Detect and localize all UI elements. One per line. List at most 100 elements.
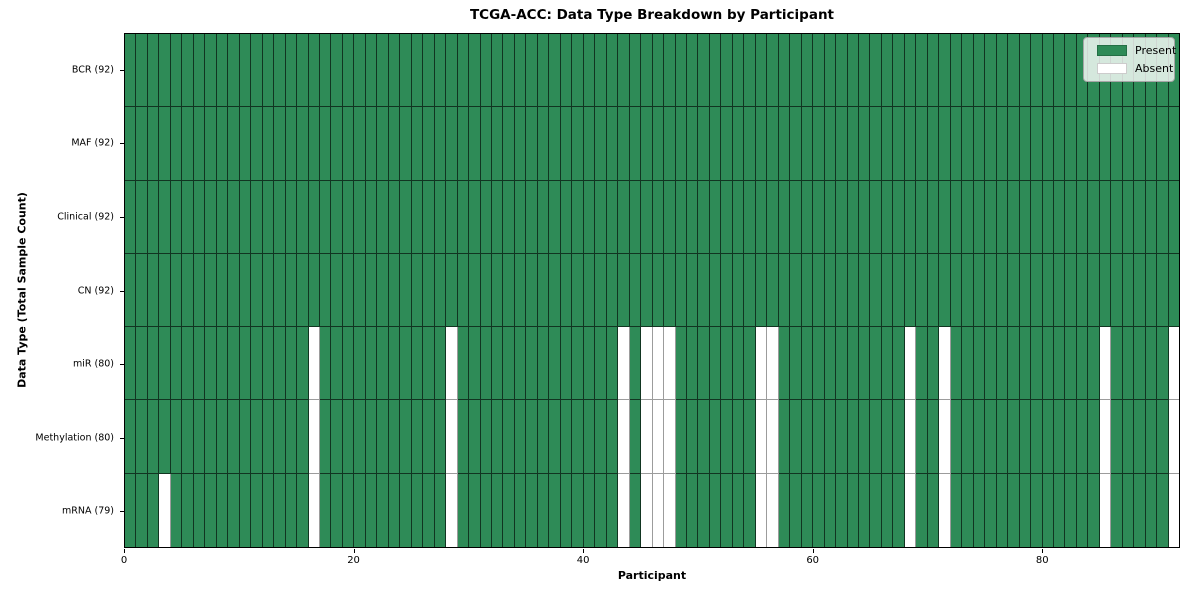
heatmap-cell: [1008, 253, 1020, 328]
heatmap-cell: [1134, 400, 1146, 474]
heatmap-cell: [480, 253, 492, 328]
heatmap-cell: [136, 34, 148, 108]
heatmap-cell: [1042, 473, 1054, 547]
heatmap-cell: [423, 400, 435, 474]
heatmap-cell: [423, 253, 435, 328]
heatmap-cell: [182, 107, 194, 181]
heatmap-row: [125, 180, 1180, 254]
heatmap-cell: [641, 107, 653, 181]
heatmap-cell: [1019, 400, 1032, 474]
heatmap-cell: [836, 473, 848, 547]
heatmap-cell: [480, 180, 492, 254]
heatmap-cell: [388, 473, 401, 547]
heatmap-cell: [411, 400, 424, 474]
heatmap-cell: [297, 107, 309, 181]
heatmap-cell: [1157, 327, 1169, 401]
heatmap-cell: [136, 473, 148, 547]
heatmap-cell: [606, 34, 619, 108]
heatmap-cell: [950, 327, 963, 401]
heatmap-cell: [698, 400, 710, 474]
heatmap-cell: [228, 327, 240, 401]
heatmap-cell: [836, 34, 848, 108]
heatmap-cell: [411, 327, 424, 401]
heatmap-cell: [170, 253, 183, 328]
heatmap-cell: [537, 253, 550, 328]
heatmap-cell: [709, 253, 722, 328]
heatmap-cell: [457, 473, 470, 547]
heatmap-cell: [629, 253, 642, 328]
heatmap-row: [125, 253, 1180, 328]
heatmap-cell: [1134, 473, 1146, 547]
heatmap-cell: [1122, 327, 1135, 401]
heatmap-cell: [962, 400, 974, 474]
heatmap-cell: [1042, 180, 1054, 254]
heatmap-cell: [1088, 327, 1100, 401]
heatmap-cell: [239, 473, 252, 547]
heatmap-cell: [962, 473, 974, 547]
heatmap-cell: [423, 327, 435, 401]
heatmap-cell: [297, 180, 309, 254]
heatmap-cell: [606, 180, 619, 254]
heatmap-cell: [331, 400, 343, 474]
heatmap-cell: [1008, 400, 1020, 474]
heatmap-cell: [1145, 253, 1158, 328]
heatmap-cell: [686, 327, 699, 401]
heatmap-cell: [985, 400, 997, 474]
heatmap-cell: [319, 400, 332, 474]
heatmap-cell: [1122, 400, 1135, 474]
heatmap-cell: [595, 327, 607, 401]
heatmap-cell: [686, 400, 699, 474]
heatmap-cell: [308, 180, 320, 254]
heatmap-cell: [469, 473, 481, 547]
heatmap-cell: [1122, 180, 1135, 254]
heatmap-cell: [388, 180, 401, 254]
heatmap-cell: [308, 473, 320, 547]
heatmap-cell: [606, 400, 619, 474]
heatmap-cell: [778, 327, 791, 401]
heatmap-cell: [709, 180, 722, 254]
heatmap-cell: [308, 107, 320, 181]
x-tick-label: 0: [120, 555, 128, 566]
heatmap-cell: [927, 253, 940, 328]
heatmap-cell: [813, 107, 825, 181]
heatmap-cell: [801, 253, 814, 328]
heatmap-cell: [572, 253, 584, 328]
heatmap-cell: [377, 400, 389, 474]
legend-item-present: Present: [1097, 44, 1176, 57]
heatmap-cell: [400, 473, 412, 547]
heatmap-cell: [767, 473, 779, 547]
heatmap-cell: [675, 400, 687, 474]
heatmap-cell: [251, 327, 263, 401]
heatmap-cell: [377, 253, 389, 328]
x-tick-mark: [353, 549, 355, 553]
heatmap-cell: [274, 107, 286, 181]
heatmap-cell: [1157, 253, 1169, 328]
heatmap-cell: [767, 107, 779, 181]
heatmap-cell: [331, 327, 343, 401]
heatmap-cell: [147, 107, 160, 181]
heatmap-cell: [801, 34, 814, 108]
heatmap-cell: [136, 107, 148, 181]
heatmap-cell: [721, 327, 733, 401]
heatmap-cell: [641, 180, 653, 254]
heatmap-cell: [939, 34, 951, 108]
heatmap-cell: [228, 107, 240, 181]
heatmap-cell: [216, 327, 229, 401]
heatmap-cell: [377, 327, 389, 401]
heatmap-cell: [457, 400, 470, 474]
heatmap-cell: [859, 327, 871, 401]
heatmap-cell: [801, 180, 814, 254]
heatmap-cell: [950, 107, 963, 181]
heatmap-cell: [686, 180, 699, 254]
heatmap-cell: [526, 180, 538, 254]
heatmap-row: [125, 327, 1180, 401]
heatmap-cell: [285, 327, 298, 401]
heatmap-cell: [985, 180, 997, 254]
heatmap-cell: [228, 180, 240, 254]
heatmap-cell: [297, 473, 309, 547]
heatmap-cell: [560, 400, 573, 474]
heatmap-cell: [824, 107, 837, 181]
heatmap-cell: [595, 253, 607, 328]
legend-label-present: Present: [1135, 44, 1177, 57]
heatmap-cell: [847, 253, 859, 328]
